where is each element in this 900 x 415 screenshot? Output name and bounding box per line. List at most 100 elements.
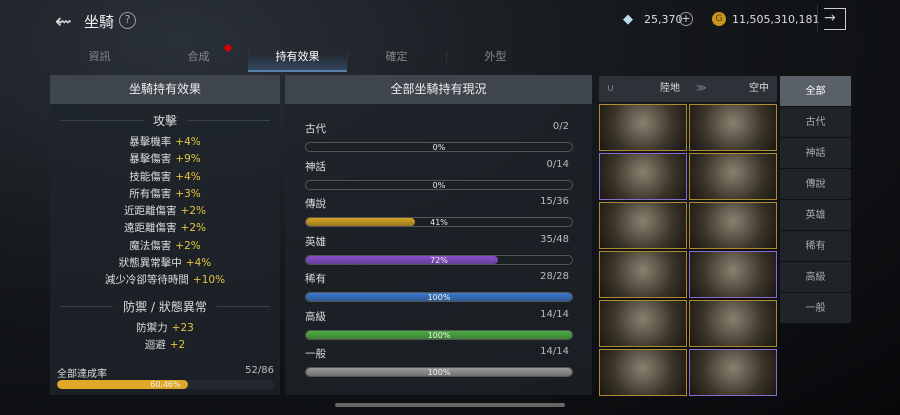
wings-icon: ≫ [696,83,707,94]
page-title: 坐騎 [84,13,115,31]
stat-line: 減少冷卻等待時間 +10% [50,272,280,289]
mount-tile[interactable] [689,202,777,249]
panel-title: 坐騎持有效果 [50,75,280,104]
mount-grid: ∪ 陸地 ≫ 空中 [599,76,777,396]
grade-filter-3[interactable]: 傳說 [780,169,851,200]
stat-line: 狀態異常擊中 +4% [50,255,280,272]
stat-name: 減少冷卻等待時間 [104,274,189,287]
tab-owned-effects[interactable]: 持有效果 [248,44,347,72]
grade-sidebar: 全部 古代 神話 傳說 英雄 稀有 高級 一般 [780,76,851,324]
stat-line: 魔法傷害 +2% [50,238,280,255]
stat-value: +4% [175,136,201,148]
grade-filter-1[interactable]: 古代 [780,107,851,138]
stat-name: 防禦力 [136,321,168,334]
exit-icon[interactable]: → [824,8,846,30]
grade-progress-bar: 0% [305,142,573,152]
mount-tile[interactable] [689,104,777,151]
grade-progress-bar: 41% [305,217,573,227]
stat-value: +4% [185,257,212,270]
divider [817,4,818,32]
mount-tile[interactable] [599,251,687,298]
stat-line: 暴擊傷害 +9% [50,151,280,168]
mount-tile[interactable] [689,300,777,347]
stat-name: 暴擊機率 [129,136,172,148]
horseshoe-icon: ∪ [607,83,615,94]
grade-filter-6[interactable]: 高級 [780,262,851,293]
grade-name: 神話 [305,160,326,173]
grade-percent: 100% [427,368,451,377]
stat-line: 迴避 +2 [50,337,280,354]
grade-row: 一般 14/14 100% [305,346,573,377]
stat-name: 魔法傷害 [129,239,172,252]
attack-section-title: 攻擊 [50,112,280,129]
grade-count: 14/14 [540,346,569,357]
grade-progress-bar: 72% [305,254,573,265]
grade-row: 高級 14/14 100% [305,309,573,340]
total-completion: 全部達成率 52/86 60.46% [50,365,280,395]
grade-percent: 41% [430,218,448,227]
grade-name: 傳說 [305,198,326,210]
mount-tile[interactable] [689,349,777,396]
total-count: 52/86 [245,365,274,376]
grade-filter-5[interactable]: 稀有 [780,231,851,262]
help-icon[interactable]: ? [119,12,136,29]
tab-info[interactable]: 資訊 [88,50,111,63]
stat-name: 迴避 [144,338,166,351]
grade-name: 一般 [305,348,326,360]
total-label: 全部達成率 [57,369,107,380]
mount-tile[interactable] [689,251,777,298]
mount-tile[interactable] [599,349,687,396]
tab-fusion[interactable]: 合成 [149,44,248,72]
progress-fill [306,293,572,301]
grade-count: 0/2 [552,121,569,132]
grade-filter-2[interactable]: 神話 [780,138,851,169]
grade-filter-0[interactable]: 全部 [780,76,851,107]
stat-name: 技能傷害 [129,170,172,183]
panel-title: 全部坐騎持有現況 [285,75,592,104]
air-label: 空中 [749,83,769,94]
grade-filter-7[interactable]: 一般 [780,293,851,324]
filter-air[interactable]: ≫ 空中 [688,76,777,102]
stat-value: +9% [175,153,201,166]
grade-count: 15/36 [540,196,569,207]
back-arrow-icon[interactable]: ⇜ [55,9,72,33]
stat-line: 所有傷害 +3% [50,186,280,203]
filter-land[interactable]: ∪ 陸地 [599,76,688,102]
grade-count: 28/28 [540,271,569,282]
stat-value: +2% [180,222,206,235]
grade-name: 稀有 [305,273,326,285]
progress-fill [306,368,572,376]
mount-effects-panel: 坐騎持有效果 攻擊 暴擊機率 +4% 暴擊傷害 +9% 技能傷害 +4% 所有傷害 +3% 近距… [50,75,280,395]
section-label: 防禦 / 狀態異常 [123,299,207,314]
progress-fill [306,255,498,264]
stat-value: +2% [180,205,206,218]
tab-appearance[interactable]: 外型 [446,44,545,72]
home-indicator [335,403,565,407]
mount-tile[interactable] [689,153,777,200]
tab-confirm[interactable]: 確定 [347,44,446,72]
gold-icon: G [712,12,726,26]
stat-name: 暴擊傷害 [129,153,172,166]
grade-count: 35/48 [540,233,569,245]
stat-name: 狀態異常擊中 [118,257,182,270]
mount-tile[interactable] [599,153,687,200]
stat-line: 技能傷害 +4% [50,169,280,186]
mount-tile[interactable] [599,104,687,151]
grade-filter-4[interactable]: 英雄 [780,200,851,231]
grade-name: 古代 [305,123,326,135]
progress-fill [57,380,189,389]
grade-progress-bar: 0% [305,179,573,190]
mount-tile[interactable] [599,202,687,249]
stat-line: 暴擊機率 +4% [50,134,280,151]
section-label: 攻擊 [153,114,178,128]
land-label: 陸地 [660,83,680,94]
total-percent: 60.46% [150,380,181,389]
stat-line: 近距離傷害 +2% [50,203,280,220]
stat-name: 遠距離傷害 [124,222,177,235]
total-progress-bar: 60.46% [57,380,274,389]
stat-value: +2 [169,338,186,351]
mount-tile[interactable] [599,300,687,347]
stat-name: 近距離傷害 [124,205,177,218]
grade-name: 英雄 [305,235,326,248]
add-gems-button[interactable]: + [679,12,693,26]
